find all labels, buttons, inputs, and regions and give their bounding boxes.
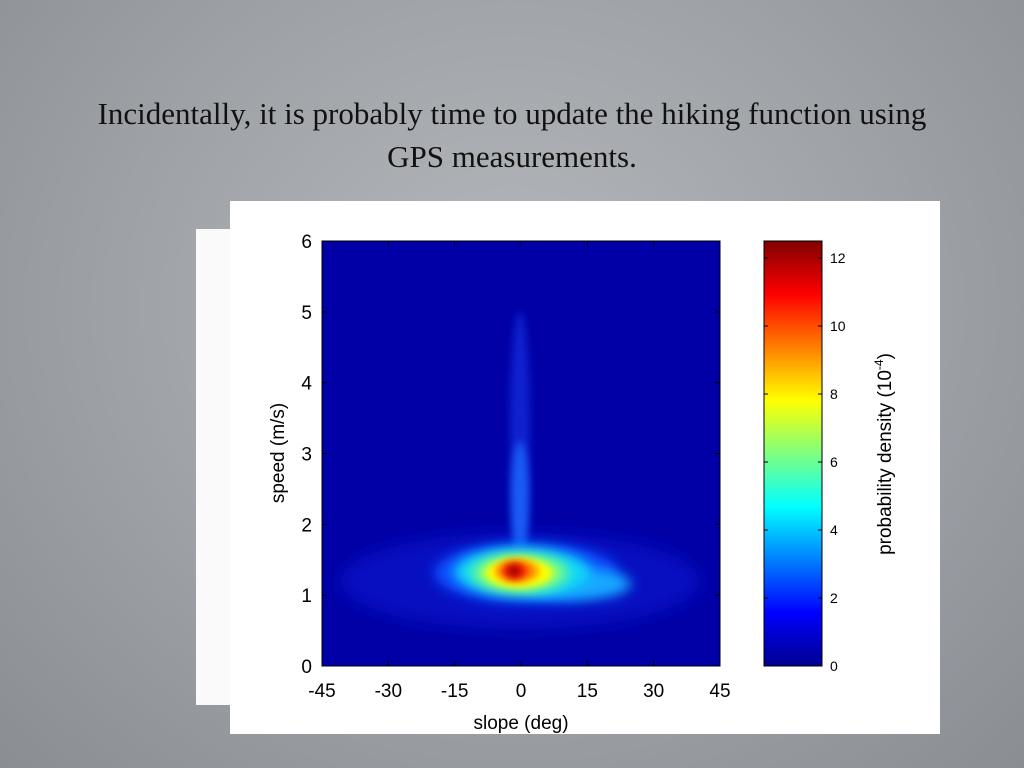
colorbar-label-base: probability density (10 bbox=[875, 370, 896, 555]
backing-card bbox=[196, 229, 236, 705]
y-tick-label: 0 bbox=[301, 657, 312, 678]
colorbar-label-exponent: -4 bbox=[872, 359, 886, 370]
colorbar-label: probability density (10-4) bbox=[872, 353, 896, 555]
y-axis-label: speed (m/s) bbox=[268, 403, 289, 503]
colorbar-tick-label: 0 bbox=[830, 658, 838, 674]
x-tick-label: 0 bbox=[516, 681, 527, 702]
colorbar-tick-label: 12 bbox=[830, 250, 846, 266]
y-tick-label: 3 bbox=[301, 445, 312, 466]
slide-title-line-1: Incidentally, it is probably time to upd… bbox=[97, 96, 927, 131]
heatmap-plot-area bbox=[321, 240, 721, 667]
colorbar-gradient bbox=[763, 240, 823, 667]
y-axis: 0 1 2 3 4 5 6 bbox=[301, 232, 720, 678]
x-tick-label: -30 bbox=[375, 681, 402, 702]
slide-title: Incidentally, it is probably time to upd… bbox=[40, 92, 984, 178]
y-tick-label: 1 bbox=[301, 586, 312, 607]
x-tick-label: 30 bbox=[643, 681, 664, 702]
density-plume-inner bbox=[511, 441, 529, 561]
y-tick-label: 2 bbox=[301, 515, 312, 536]
colorbar-label-close: ) bbox=[875, 353, 896, 359]
x-tick-label: -15 bbox=[441, 681, 468, 702]
heatmap-density bbox=[340, 311, 700, 629]
x-tick-label: -45 bbox=[308, 681, 335, 702]
colorbar-tick-label: 10 bbox=[830, 318, 846, 334]
colorbar-tick-label: 8 bbox=[830, 386, 838, 402]
colorbar-ticks: 0 2 4 6 8 10 12 bbox=[764, 250, 846, 674]
colorbar-tick-label: 6 bbox=[830, 454, 838, 470]
y-tick-label: 6 bbox=[301, 232, 312, 253]
y-tick-label: 5 bbox=[301, 303, 312, 324]
y-tick-label: 4 bbox=[301, 374, 312, 395]
colorbar-tick-label: 4 bbox=[830, 522, 838, 538]
colorbar: 0 2 4 6 8 10 12 probability density (10-4) bbox=[763, 240, 896, 674]
slide-title-line-2: GPS measurements. bbox=[387, 139, 637, 174]
x-axis-label: slope (deg) bbox=[473, 713, 568, 734]
x-tick-label: 15 bbox=[577, 681, 598, 702]
x-tick-label: 45 bbox=[709, 681, 730, 702]
density-peak bbox=[507, 565, 521, 577]
colorbar-tick-label: 2 bbox=[830, 590, 838, 606]
x-axis: -45 -30 -15 0 15 30 45 bbox=[308, 241, 731, 702]
